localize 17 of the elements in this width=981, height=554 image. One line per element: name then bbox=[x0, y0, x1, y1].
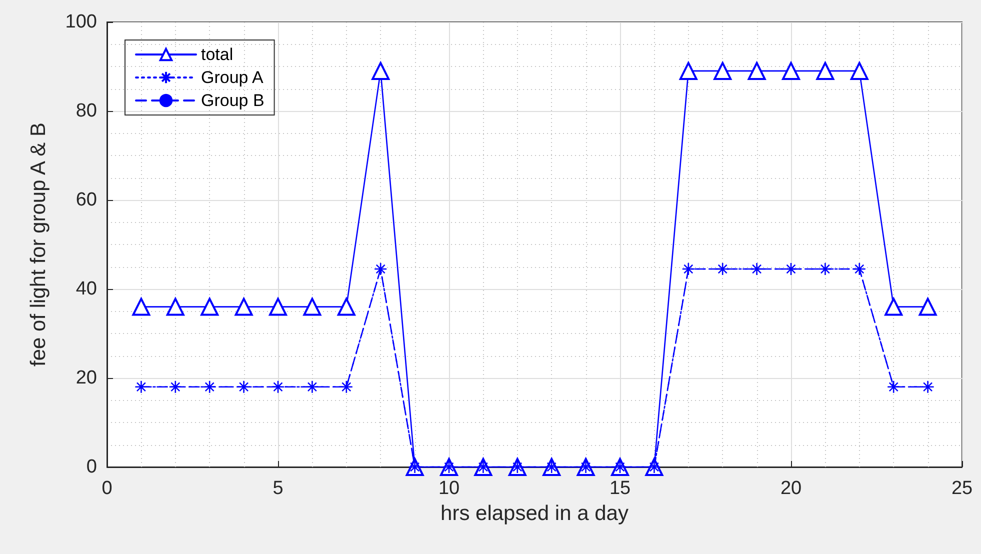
y-tick-label: 40 bbox=[76, 278, 97, 300]
x-tick-label: 0 bbox=[102, 478, 112, 499]
x-tick-label: 25 bbox=[951, 478, 973, 499]
legend-label: Group B bbox=[201, 91, 264, 110]
y-axis-title: fee of light for group A & B bbox=[27, 122, 50, 366]
legend-label: total bbox=[201, 45, 234, 64]
x-tick-label: 15 bbox=[609, 478, 631, 499]
y-tick-label: 0 bbox=[86, 456, 97, 478]
y-tick-label: 20 bbox=[76, 368, 97, 388]
x-tick-label: 10 bbox=[438, 478, 460, 499]
x-axis-title: hrs elapsed in a day bbox=[440, 502, 629, 525]
y-tick-label: 60 bbox=[76, 190, 97, 210]
y-tick-label: 80 bbox=[76, 100, 97, 122]
y-tick-label: 100 bbox=[65, 12, 97, 32]
legend-label: Group A bbox=[201, 68, 264, 87]
x-tick-label: 20 bbox=[780, 478, 802, 499]
x-tick-label: 5 bbox=[272, 478, 284, 499]
